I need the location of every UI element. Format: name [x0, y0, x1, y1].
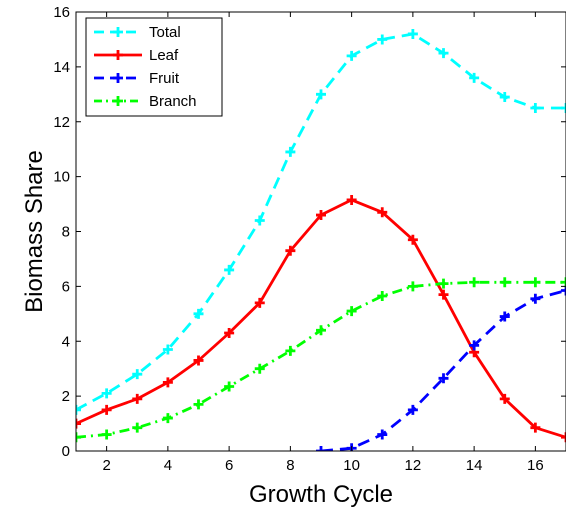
y-tick-label: 6 [62, 278, 70, 295]
data-point-total [132, 369, 143, 380]
series-line-fruit [320, 289, 566, 451]
data-point-total [285, 146, 296, 157]
x-tick-label: 14 [466, 457, 483, 474]
legend-marker-fruit [113, 73, 123, 83]
data-point-branch [407, 281, 418, 292]
legend-marker-branch [113, 96, 123, 106]
legend-label-branch: Branch [149, 93, 197, 110]
data-point-leaf [76, 418, 81, 429]
data-point-total [193, 308, 204, 319]
data-point-branch [377, 290, 388, 301]
y-tick-label: 4 [62, 333, 70, 350]
data-point-total [162, 344, 173, 355]
data-point-leaf [377, 207, 388, 218]
data-point-total [469, 72, 480, 83]
data-point-leaf [224, 328, 235, 339]
data-point-fruit [438, 373, 449, 384]
data-point-fruit [469, 340, 480, 351]
y-tick-label: 14 [53, 59, 70, 76]
data-point-leaf [530, 422, 541, 433]
data-point-branch [224, 381, 235, 392]
data-point-fruit [530, 293, 541, 304]
data-point-leaf [346, 194, 357, 205]
data-point-fruit [316, 446, 326, 451]
data-point-total [346, 50, 357, 61]
y-tick-label: 8 [62, 224, 70, 241]
x-tick-label: 2 [102, 457, 110, 474]
data-point-branch [499, 277, 510, 288]
data-point-branch [561, 277, 566, 288]
data-point-fruit [377, 429, 388, 440]
data-point-branch [132, 422, 143, 433]
data-point-leaf [193, 355, 204, 366]
data-point-leaf [316, 210, 326, 221]
y-tick-label: 0 [62, 443, 70, 460]
data-point-branch [530, 277, 541, 288]
data-point-fruit [561, 285, 566, 296]
data-point-leaf [407, 234, 418, 245]
series-line-leaf [76, 198, 566, 439]
data-point-leaf [254, 297, 265, 308]
data-point-leaf [162, 377, 173, 388]
data-point-total [561, 103, 566, 114]
x-axis-title: Growth Cycle [249, 481, 393, 508]
legend-marker-leaf [113, 50, 123, 60]
data-point-leaf [101, 404, 112, 415]
data-point-total [499, 92, 510, 103]
y-axis-title: Biomass Share [21, 150, 48, 313]
x-tick-label: 10 [343, 457, 360, 474]
legend-label-fruit: Fruit [149, 70, 180, 87]
data-point-leaf [499, 393, 510, 404]
data-point-branch [316, 325, 326, 336]
data-point-branch [76, 432, 81, 443]
data-point-total [530, 103, 541, 114]
series-line-branch [76, 280, 566, 439]
legend-marker-total [113, 27, 123, 37]
data-point-fruit [407, 404, 418, 415]
y-tick-label: 12 [53, 114, 70, 131]
data-point-branch [438, 278, 449, 289]
y-tick-label: 10 [53, 169, 70, 186]
y-tick-label: 2 [62, 388, 70, 405]
x-tick-label: 4 [164, 457, 172, 474]
data-point-total [316, 89, 326, 100]
data-point-fruit [499, 311, 510, 322]
x-tick-label: 6 [225, 457, 233, 474]
x-tick-label: 16 [527, 457, 544, 474]
data-point-total [407, 28, 418, 39]
legend-box [85, 17, 223, 117]
data-point-branch [346, 306, 357, 317]
data-point-total [377, 34, 388, 45]
data-point-branch [162, 413, 173, 424]
data-point-total [224, 264, 235, 275]
data-point-total [438, 48, 449, 59]
legend-label-leaf: Leaf [149, 47, 179, 64]
legend: Total Leaf Fruit Branch [85, 17, 223, 117]
x-tick-label: 8 [286, 457, 294, 474]
data-point-leaf [561, 432, 566, 443]
data-point-branch [193, 399, 204, 410]
data-point-leaf [438, 289, 449, 300]
x-tick-label: 12 [405, 457, 422, 474]
data-point-branch [101, 429, 112, 440]
data-point-leaf [285, 245, 296, 256]
data-point-total [101, 388, 112, 399]
data-point-branch [254, 363, 265, 374]
data-point-total [254, 215, 265, 226]
data-point-total [76, 404, 81, 415]
legend-label-total: Total [149, 24, 181, 41]
y-tick-label: 16 [53, 4, 70, 21]
data-point-branch [285, 345, 296, 356]
data-point-branch [469, 277, 480, 288]
data-point-leaf [132, 393, 143, 404]
